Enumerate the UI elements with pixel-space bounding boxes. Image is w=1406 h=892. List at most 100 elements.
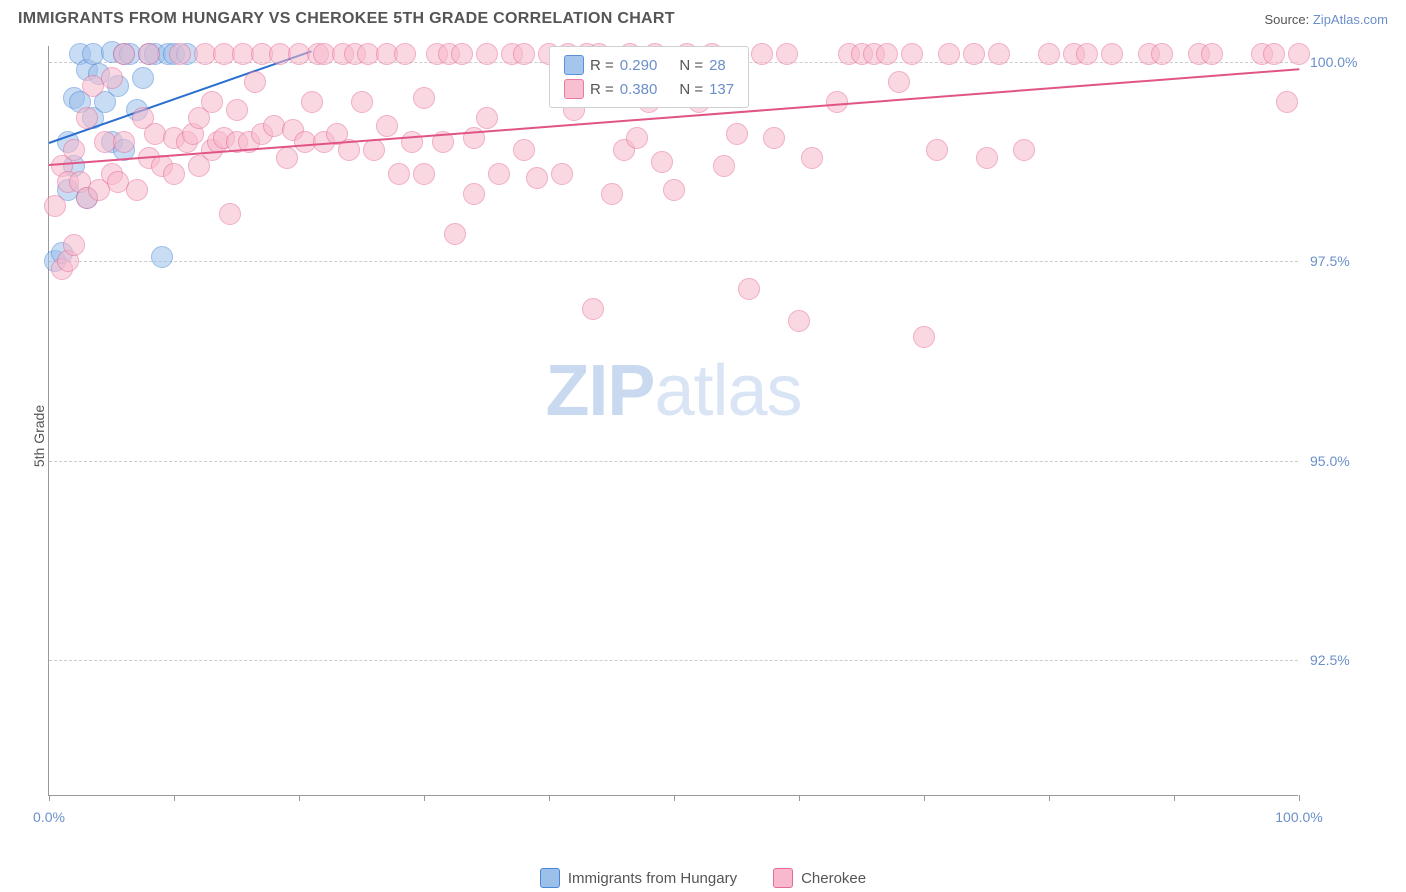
- n-value: 28: [709, 57, 726, 74]
- data-point-hungary: [132, 67, 154, 89]
- y-tick-label: 100.0%: [1310, 54, 1390, 70]
- data-point-cherokee: [526, 167, 548, 189]
- data-point-cherokee: [1038, 43, 1060, 65]
- data-point-hungary: [151, 246, 173, 268]
- stats-row-hungary: R = 0.290 N = 28: [564, 53, 734, 77]
- x-tick: [174, 795, 175, 801]
- data-point-cherokee: [376, 115, 398, 137]
- chart-title: IMMIGRANTS FROM HUNGARY VS CHEROKEE 5TH …: [18, 10, 675, 28]
- data-point-cherokee: [938, 43, 960, 65]
- data-point-cherokee: [663, 179, 685, 201]
- x-tick: [1174, 795, 1175, 801]
- data-point-cherokee: [601, 183, 623, 205]
- data-point-cherokee: [76, 107, 98, 129]
- plot-area: ZIPatlas 92.5%95.0%97.5%100.0%0.0%100.0%…: [48, 46, 1298, 796]
- swatch-cherokee: [773, 868, 793, 888]
- stats-row-cherokee: R = 0.380 N = 137: [564, 77, 734, 101]
- gridline: [49, 261, 1298, 262]
- data-point-cherokee: [444, 223, 466, 245]
- data-point-cherokee: [413, 87, 435, 109]
- data-point-cherokee: [901, 43, 923, 65]
- n-label: N =: [679, 81, 703, 98]
- data-point-cherokee: [1013, 139, 1035, 161]
- data-point-cherokee: [488, 163, 510, 185]
- y-tick-label: 95.0%: [1310, 453, 1390, 469]
- data-point-cherokee: [163, 163, 185, 185]
- r-value: 0.290: [620, 57, 658, 74]
- legend-item-cherokee: Cherokee: [773, 868, 866, 888]
- source-prefix: Source:: [1264, 12, 1312, 27]
- x-tick: [674, 795, 675, 801]
- data-point-cherokee: [138, 43, 160, 65]
- x-tick-label: 100.0%: [1275, 809, 1322, 825]
- data-point-cherokee: [476, 43, 498, 65]
- data-point-cherokee: [63, 234, 85, 256]
- gridline: [49, 660, 1298, 661]
- data-point-cherokee: [388, 163, 410, 185]
- x-tick: [1049, 795, 1050, 801]
- x-tick: [424, 795, 425, 801]
- legend-item-hungary: Immigrants from Hungary: [540, 868, 737, 888]
- data-point-cherokee: [63, 139, 85, 161]
- watermark-atlas: atlas: [654, 351, 801, 431]
- stats-legend: R = 0.290 N = 28 R = 0.380 N = 137: [549, 46, 749, 108]
- data-point-cherokee: [113, 43, 135, 65]
- gridline: [49, 461, 1298, 462]
- r-value: 0.380: [620, 81, 658, 98]
- data-point-cherokee: [801, 147, 823, 169]
- swatch-hungary: [540, 868, 560, 888]
- data-point-cherokee: [751, 43, 773, 65]
- data-point-cherokee: [276, 147, 298, 169]
- data-point-cherokee: [626, 127, 648, 149]
- data-point-cherokee: [788, 310, 810, 332]
- n-label: N =: [679, 57, 703, 74]
- r-label: R =: [590, 57, 614, 74]
- data-point-cherokee: [301, 91, 323, 113]
- data-point-cherokee: [888, 71, 910, 93]
- x-tick: [924, 795, 925, 801]
- n-value: 137: [709, 81, 734, 98]
- data-point-cherokee: [476, 107, 498, 129]
- x-tick: [799, 795, 800, 801]
- x-tick: [549, 795, 550, 801]
- data-point-cherokee: [351, 91, 373, 113]
- data-point-cherokee: [363, 139, 385, 161]
- data-point-cherokee: [1076, 43, 1098, 65]
- x-tick: [1299, 795, 1300, 801]
- data-point-cherokee: [876, 43, 898, 65]
- y-tick-label: 92.5%: [1310, 652, 1390, 668]
- x-tick: [49, 795, 50, 801]
- source-label: Source: ZipAtlas.com: [1264, 12, 1388, 27]
- data-point-cherokee: [1288, 43, 1310, 65]
- chart-container: 5th Grade ZIPatlas 92.5%95.0%97.5%100.0%…: [0, 36, 1406, 836]
- data-point-cherokee: [988, 43, 1010, 65]
- data-point-cherokee: [401, 131, 423, 153]
- data-point-cherokee: [169, 43, 191, 65]
- source-link[interactable]: ZipAtlas.com: [1313, 12, 1388, 27]
- data-point-cherokee: [513, 139, 535, 161]
- data-point-cherokee: [963, 43, 985, 65]
- x-tick-label: 0.0%: [33, 809, 65, 825]
- data-point-cherokee: [394, 43, 416, 65]
- data-point-cherokee: [451, 43, 473, 65]
- data-point-cherokee: [226, 99, 248, 121]
- data-point-cherokee: [1263, 43, 1285, 65]
- x-tick: [299, 795, 300, 801]
- data-point-cherokee: [826, 91, 848, 113]
- data-point-cherokee: [651, 151, 673, 173]
- data-point-cherokee: [976, 147, 998, 169]
- data-point-cherokee: [1101, 43, 1123, 65]
- y-axis-label: 5th Grade: [31, 405, 47, 467]
- y-tick-label: 97.5%: [1310, 253, 1390, 269]
- data-point-cherokee: [126, 179, 148, 201]
- r-label: R =: [590, 81, 614, 98]
- data-point-cherokee: [101, 67, 123, 89]
- data-point-cherokee: [763, 127, 785, 149]
- data-point-cherokee: [926, 139, 948, 161]
- data-point-cherokee: [1201, 43, 1223, 65]
- data-point-cherokee: [713, 155, 735, 177]
- data-point-cherokee: [219, 203, 241, 225]
- watermark-zip: ZIP: [545, 351, 654, 431]
- data-point-cherokee: [726, 123, 748, 145]
- swatch-hungary: [564, 55, 584, 75]
